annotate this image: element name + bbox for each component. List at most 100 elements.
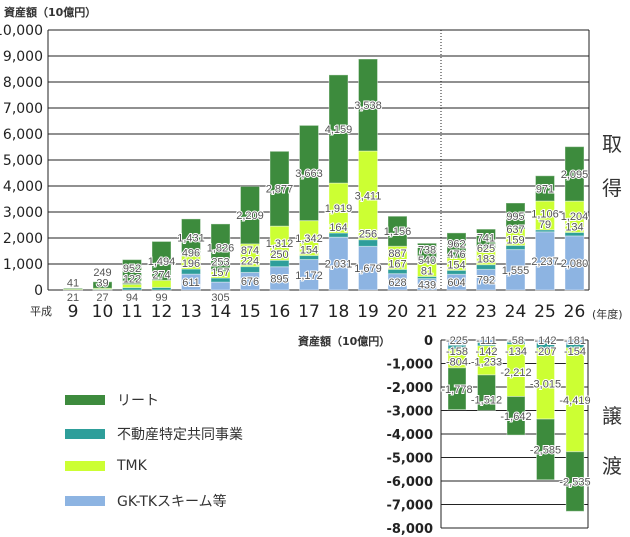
bar-segment: [299, 220, 319, 257]
data-label: 39: [96, 277, 108, 289]
bar-segment: [446, 232, 467, 259]
data-label: 2,877: [266, 184, 294, 196]
side-label-transfer-1: 譲: [602, 404, 622, 428]
y-tick-label: 1,000: [3, 257, 43, 273]
data-label: 274: [152, 269, 170, 281]
data-label: -181: [564, 335, 586, 347]
data-label: 256: [359, 229, 377, 241]
data-label: -1,642: [500, 411, 531, 423]
y-tick-label: 9,000: [3, 49, 43, 65]
legend-item-tokkyo: 不動産特定共同事業: [65, 424, 243, 444]
data-label: 3,411: [355, 190, 382, 202]
data-label: 122: [123, 273, 141, 285]
x-tick-label: 9: [68, 302, 79, 322]
y-tick-label: -6,000: [386, 475, 433, 490]
data-label: 625: [477, 243, 495, 255]
bar-segment: [387, 215, 408, 247]
bar-segment: [151, 279, 172, 288]
bar-segment: [417, 242, 437, 263]
legend-label: GK-TKスキーム等: [117, 494, 227, 510]
data-label: 439: [418, 279, 436, 291]
bar-segment: [269, 150, 290, 227]
data-label: 971: [536, 183, 554, 195]
data-label: 1,431: [177, 233, 205, 245]
data-label: 3,663: [295, 168, 323, 180]
data-label: 1,156: [384, 226, 412, 238]
bar-segment: [476, 228, 496, 249]
x-tick-label: 20: [387, 302, 409, 322]
top-chart-title: 資産額（10億円）: [4, 6, 97, 19]
data-label: 21: [67, 292, 79, 304]
x-tick-label: 26: [564, 302, 586, 322]
bar-segment: [210, 281, 231, 291]
data-label: 611: [182, 277, 200, 289]
y-tick-label: -4,000: [386, 428, 433, 443]
bar-segment: [63, 287, 83, 290]
legend-item-gktk: GK-TKスキーム等: [65, 491, 227, 511]
x-tick-label: 11: [121, 302, 143, 322]
data-label: 676: [241, 276, 259, 288]
data-label: -142: [534, 335, 556, 347]
bottom-chart-title: 資産額（10億円）: [298, 335, 391, 348]
data-label: 1,826: [207, 243, 235, 255]
x-tick-label: 22: [446, 302, 468, 322]
data-label: 476: [447, 249, 465, 261]
data-label: 134: [565, 221, 583, 233]
data-label: 3,538: [354, 100, 382, 112]
bar-segment: [299, 124, 319, 222]
bar-segment: [122, 259, 142, 285]
data-label: 1,106: [531, 208, 559, 220]
x-tick-label: 18: [328, 302, 350, 322]
data-label: 792: [477, 275, 495, 287]
bar-segment: [505, 202, 526, 230]
x-tick-label: 13: [180, 302, 202, 322]
bar-segment: [447, 367, 467, 411]
x-tick-label: 10: [92, 302, 114, 322]
data-label: 164: [329, 222, 347, 234]
bar-segment: [92, 281, 113, 289]
data-label: 157: [211, 267, 229, 279]
data-label: 2,209: [236, 210, 264, 222]
x-tick-label: 19: [357, 302, 379, 322]
side-label-acquire-2: 得: [602, 176, 622, 200]
data-label: -225: [446, 335, 468, 347]
data-label: -1,778: [441, 384, 472, 396]
data-label: 2,095: [561, 169, 589, 181]
data-label: 1,204: [561, 211, 589, 223]
data-label: -1,233: [471, 357, 502, 369]
data-label: 167: [388, 258, 406, 270]
bar-segment: [505, 244, 526, 251]
y-tick-label: 0: [34, 283, 43, 299]
legend-item-tmk: TMK: [65, 458, 147, 474]
data-label: 887: [388, 248, 406, 260]
legend-item-reit: リート: [65, 390, 159, 410]
data-label: -2,585: [530, 444, 561, 456]
x-tick-label: 21: [416, 302, 438, 322]
y-tick-label: -3,000: [386, 405, 433, 420]
y-tick-label: 5,000: [3, 153, 43, 169]
bar-segment: [181, 218, 201, 257]
data-label: 41: [67, 277, 79, 289]
bar-segment: [477, 374, 496, 411]
data-label: 79: [539, 219, 551, 231]
x-tick-label: 12: [151, 302, 173, 322]
data-label: -134: [505, 346, 527, 358]
data-label: 196: [182, 258, 200, 270]
data-label: 604: [447, 277, 465, 289]
data-label: 2,237: [531, 256, 559, 268]
data-label: 637: [506, 224, 524, 236]
data-label: 305: [211, 292, 229, 304]
data-label: -2,212: [500, 367, 531, 379]
y-tick-label: 10,000: [0, 23, 43, 39]
x-tick-label: 16: [269, 302, 291, 322]
data-label: 4,159: [325, 124, 353, 136]
data-label: -111: [476, 335, 496, 347]
bar-segment: [506, 395, 526, 436]
data-label: 250: [270, 249, 288, 261]
y-tick-label: 6,000: [3, 127, 43, 143]
y-tick-label: -2,000: [386, 381, 433, 396]
y-tick-label: 8,000: [3, 75, 43, 91]
y-tick-label: -5,000: [386, 452, 433, 467]
x-tick-label: 17: [298, 302, 320, 322]
side-label-acquire-1: 取: [602, 132, 622, 156]
